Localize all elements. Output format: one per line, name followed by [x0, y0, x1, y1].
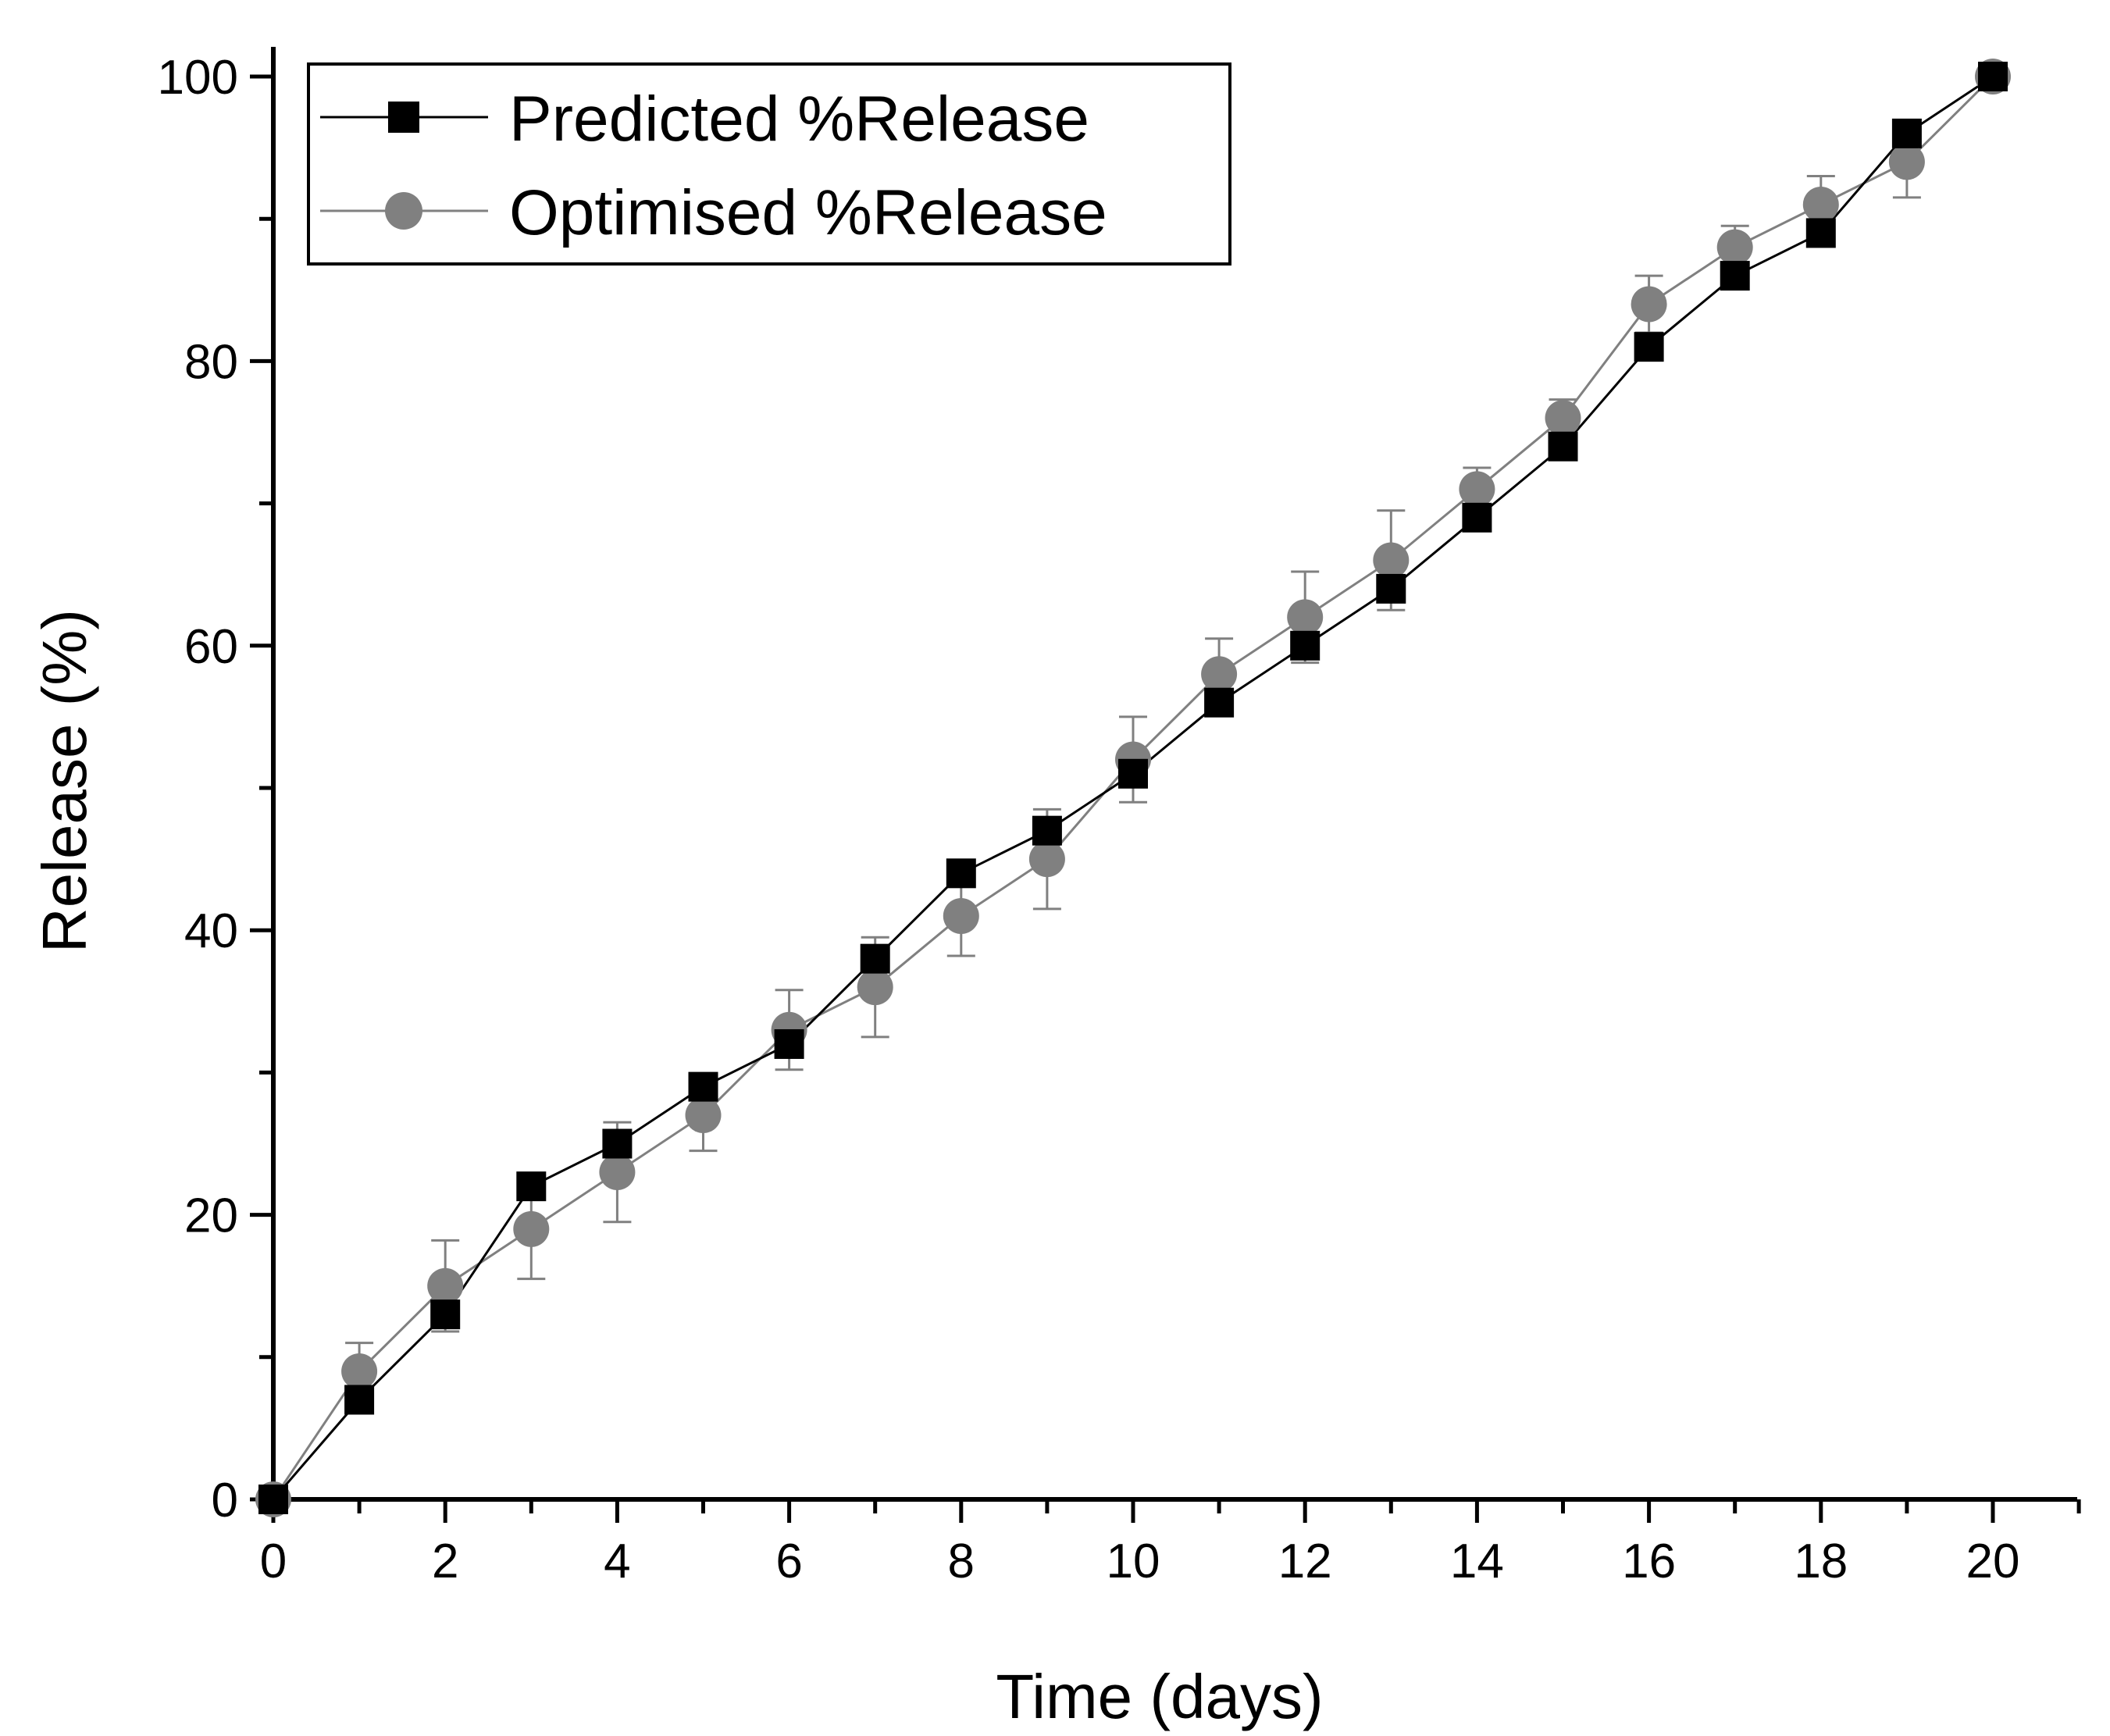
data-point-circle [1802, 186, 1839, 223]
x-tick-label: 12 [1278, 1535, 1332, 1588]
data-point-circle [1373, 542, 1410, 579]
data-point-square [1290, 630, 1321, 661]
data-point-square [1118, 758, 1148, 789]
y-tick-label: 100 [158, 51, 238, 105]
data-point-circle [1716, 229, 1753, 266]
data-point-circle [513, 1210, 550, 1247]
x-tick-label: 2 [432, 1535, 458, 1588]
data-point-circle [1459, 471, 1495, 508]
x-tick-label: 16 [1622, 1535, 1676, 1588]
x-tick-labels: 0 2 4 6 8 10 12 14 16 18 20 [260, 1535, 2020, 1588]
series-markers-0 [258, 62, 2008, 1514]
data-point-circle [1201, 656, 1238, 693]
data-point-circle [599, 1153, 636, 1190]
data-point-square [946, 858, 976, 889]
data-point-square [1032, 815, 1062, 846]
y-tick-label: 0 [212, 1474, 238, 1527]
data-point-circle [1545, 400, 1581, 437]
data-point-square [1978, 62, 2008, 91]
x-tick-label: 0 [260, 1535, 287, 1588]
data-point-square [1634, 332, 1664, 362]
data-point-square [1462, 502, 1492, 533]
data-point-circle [1888, 144, 1925, 180]
axes [271, 47, 2077, 1502]
data-point-circle [341, 1353, 378, 1390]
data-point-square [344, 1385, 375, 1415]
data-point-square [1376, 573, 1406, 604]
x-tick-label: 6 [775, 1535, 802, 1588]
data-point-square [516, 1171, 547, 1202]
legend-marker-optimised [385, 192, 422, 230]
x-tick-label: 18 [1794, 1535, 1848, 1588]
data-point-square [602, 1128, 633, 1159]
legend-label-predicted: Predicted %Release [509, 84, 1089, 155]
data-point-square [1548, 431, 1578, 462]
data-point-circle [1287, 599, 1324, 636]
legend-marker-predicted [388, 102, 419, 133]
data-point-square [1805, 218, 1836, 248]
data-point-square [774, 1028, 804, 1059]
x-tick-label: 8 [948, 1535, 975, 1588]
y-axis-title: Release (%) [30, 609, 99, 953]
x-tick-label: 20 [1966, 1535, 2020, 1588]
data-point-square [688, 1071, 718, 1102]
y-tick-label: 20 [184, 1189, 238, 1243]
data-point-square [1204, 687, 1235, 718]
y-tick-label: 80 [184, 335, 238, 389]
y-tick-label: 40 [184, 904, 238, 958]
data-point-circle [1631, 286, 1667, 323]
data-point-circle [427, 1267, 464, 1304]
data-point-circle [943, 897, 979, 934]
data-point-square [430, 1299, 461, 1330]
y-tick-labels: 0 20 40 60 80 100 [158, 51, 238, 1527]
legend-label-optimised: Optimised %Release [509, 177, 1107, 248]
x-tick-label: 10 [1107, 1535, 1160, 1588]
x-axis-title: Time (days) [996, 1662, 1323, 1731]
data-point-square [258, 1485, 288, 1514]
data-point-circle [685, 1097, 722, 1134]
series-layer [255, 59, 2011, 1517]
data-point-square [1891, 118, 1922, 148]
data-point-circle [857, 969, 893, 1006]
data-point-circle [1028, 841, 1065, 878]
legend: Predicted %Release Optimised %Release [307, 62, 1231, 266]
y-tick-label: 60 [184, 620, 238, 674]
data-point-square [860, 943, 890, 974]
x-tick-label: 4 [604, 1535, 630, 1588]
data-point-square [1720, 261, 1750, 291]
legend-box [307, 62, 1231, 266]
y-ticks [250, 74, 273, 1502]
x-tick-label: 14 [1450, 1535, 1504, 1588]
